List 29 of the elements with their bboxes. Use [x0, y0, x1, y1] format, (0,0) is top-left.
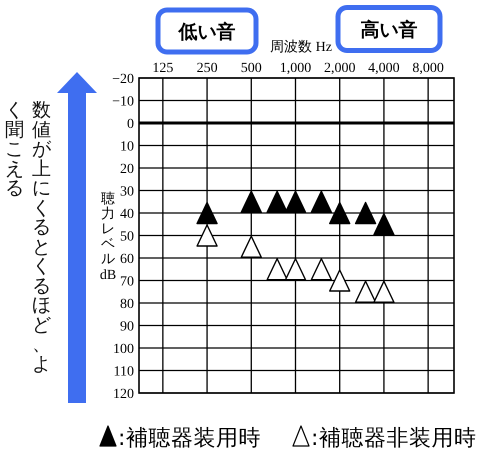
y-tick-label: 40 [120, 206, 134, 222]
y-tick-label: −20 [112, 72, 134, 87]
legend-label: :補聴器装用時 [118, 426, 261, 451]
y-tick-label: 80 [120, 296, 134, 312]
y-tick-label: 70 [120, 274, 134, 290]
y-tick-label: 110 [114, 364, 134, 380]
text: 低い音 [178, 20, 236, 43]
x-tick-label: 8,000 [412, 61, 444, 76]
x-tick-label: 2,000 [324, 61, 356, 76]
legend-label: :補聴器非装用時 [311, 426, 476, 451]
text: 高い音 [360, 18, 418, 41]
y-tick-label: 100 [113, 342, 134, 357]
x-tick-label: 4,000 [368, 61, 400, 76]
y-tick-label: 90 [120, 319, 134, 334]
y-tick-label: 20 [120, 162, 134, 177]
x-tick-label: 1,000 [280, 61, 312, 76]
text: 数値が上にくるとくるほど、よく聞こえる [5, 100, 51, 374]
y-tick-label: 50 [120, 229, 134, 244]
x-tick-label: 250 [196, 61, 218, 76]
y-axis-title: 聴力レベル dB [100, 191, 116, 283]
y-tick-label: 60 [120, 252, 134, 267]
y-tick-label: 10 [120, 139, 134, 154]
x-tick-label: 125 [152, 61, 174, 76]
y-tick-label: 30 [120, 184, 134, 200]
y-tick-label: 120 [113, 386, 134, 402]
y-tick-label: 0 [127, 116, 134, 132]
y-tick-label: −10 [112, 94, 134, 110]
x-axis-title: 周波数 Hz [270, 39, 332, 55]
x-tick-label: 500 [240, 61, 262, 76]
